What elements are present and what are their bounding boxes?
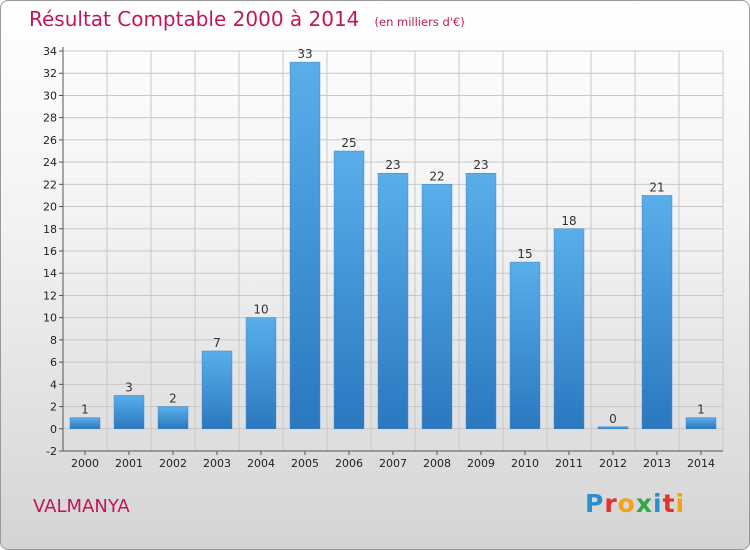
x-tick-label: 2013 [643,457,671,470]
bar [553,228,585,430]
x-tick-label: 2000 [71,457,99,470]
data-label: 33 [297,47,312,61]
data-label: 1 [81,403,89,417]
data-label: 0 [609,412,617,426]
bar [333,150,365,430]
bar [685,417,717,430]
x-tick-label: 2007 [379,457,407,470]
bar [377,172,409,430]
data-label: 22 [429,169,444,183]
data-label: 23 [385,158,400,172]
x-tick-label: 2004 [247,457,275,470]
y-tick-label: 16 [43,245,57,258]
data-label: 1 [697,403,705,417]
title-row: Résultat Comptable 2000 à 2014 (en milli… [29,7,465,31]
brand-letter: r [604,489,618,518]
x-tick-labels: 2000 2001 2002 2003 2004 2005 2006 2007 2008 2009… [71,457,715,470]
y-tick-label: 20 [43,201,57,214]
y-tick-label: 2 [50,401,57,414]
brand-letter: i [653,489,663,518]
data-label: 2 [169,392,177,406]
x-tick-label: 2009 [467,457,495,470]
brand-letter: x [635,489,653,518]
y-tick-label: 28 [43,112,57,125]
data-labels: 1 3 2 7 10 33 25 23 22 23 15 18 0 21 1 [81,47,705,426]
chart-title: Résultat Comptable 2000 à 2014 [29,7,360,31]
data-label: 3 [125,380,133,394]
bar [201,350,233,430]
y-tick-label: 22 [43,178,57,191]
data-label: 10 [253,303,268,317]
x-tick-label: 2003 [203,457,231,470]
x-tick-label: 2002 [159,457,187,470]
data-label: 25 [341,136,356,150]
y-tick-label: -2 [46,445,57,458]
data-label: 7 [213,336,221,350]
brand-logo: Proxiti [585,489,685,518]
x-tick-label: 2014 [687,457,715,470]
data-label: 21 [649,180,664,194]
bar [509,261,541,430]
y-tick-label: 14 [43,267,57,280]
y-tick-label: 18 [43,223,57,236]
y-tick-label: 26 [43,134,57,147]
data-label: 15 [517,247,532,261]
y-tick-label: 4 [50,378,57,391]
x-tick-label: 2010 [511,457,539,470]
bars [69,61,717,430]
x-tick-label: 2012 [599,457,627,470]
commune-name: VALMANYA [33,496,130,517]
y-tick-label: 0 [50,423,57,436]
y-tick-label: 6 [50,356,57,369]
bar [597,426,629,430]
y-tick-label: 24 [43,156,57,169]
data-label: 18 [561,214,576,228]
y-tick-label: 30 [43,89,57,102]
y-tick-label: 12 [43,289,57,302]
x-tick-label: 2011 [555,457,583,470]
y-tick-label: 34 [43,45,57,58]
bar [245,317,277,430]
bar [465,172,497,430]
brand-letter: P [585,489,605,518]
brand-letter: i [675,489,686,518]
x-tick-label: 2008 [423,457,451,470]
bar [157,406,189,430]
data-label: 23 [473,158,488,172]
x-tick-label: 2001 [115,457,143,470]
bar [113,395,145,430]
x-tick-label: 2005 [291,457,319,470]
x-tick-label: 2006 [335,457,363,470]
y-tick-label: 32 [43,67,57,80]
y-tick-label: 8 [50,334,57,347]
y-tick-label: 10 [43,312,57,325]
brand-letter: t [662,489,676,518]
bar [421,184,453,430]
axes [59,47,723,455]
bar [289,61,321,430]
bar [641,195,673,430]
chart-subtitle: (en milliers d'€) [374,15,465,29]
brand-letter: o [617,489,636,518]
bar [69,417,101,430]
